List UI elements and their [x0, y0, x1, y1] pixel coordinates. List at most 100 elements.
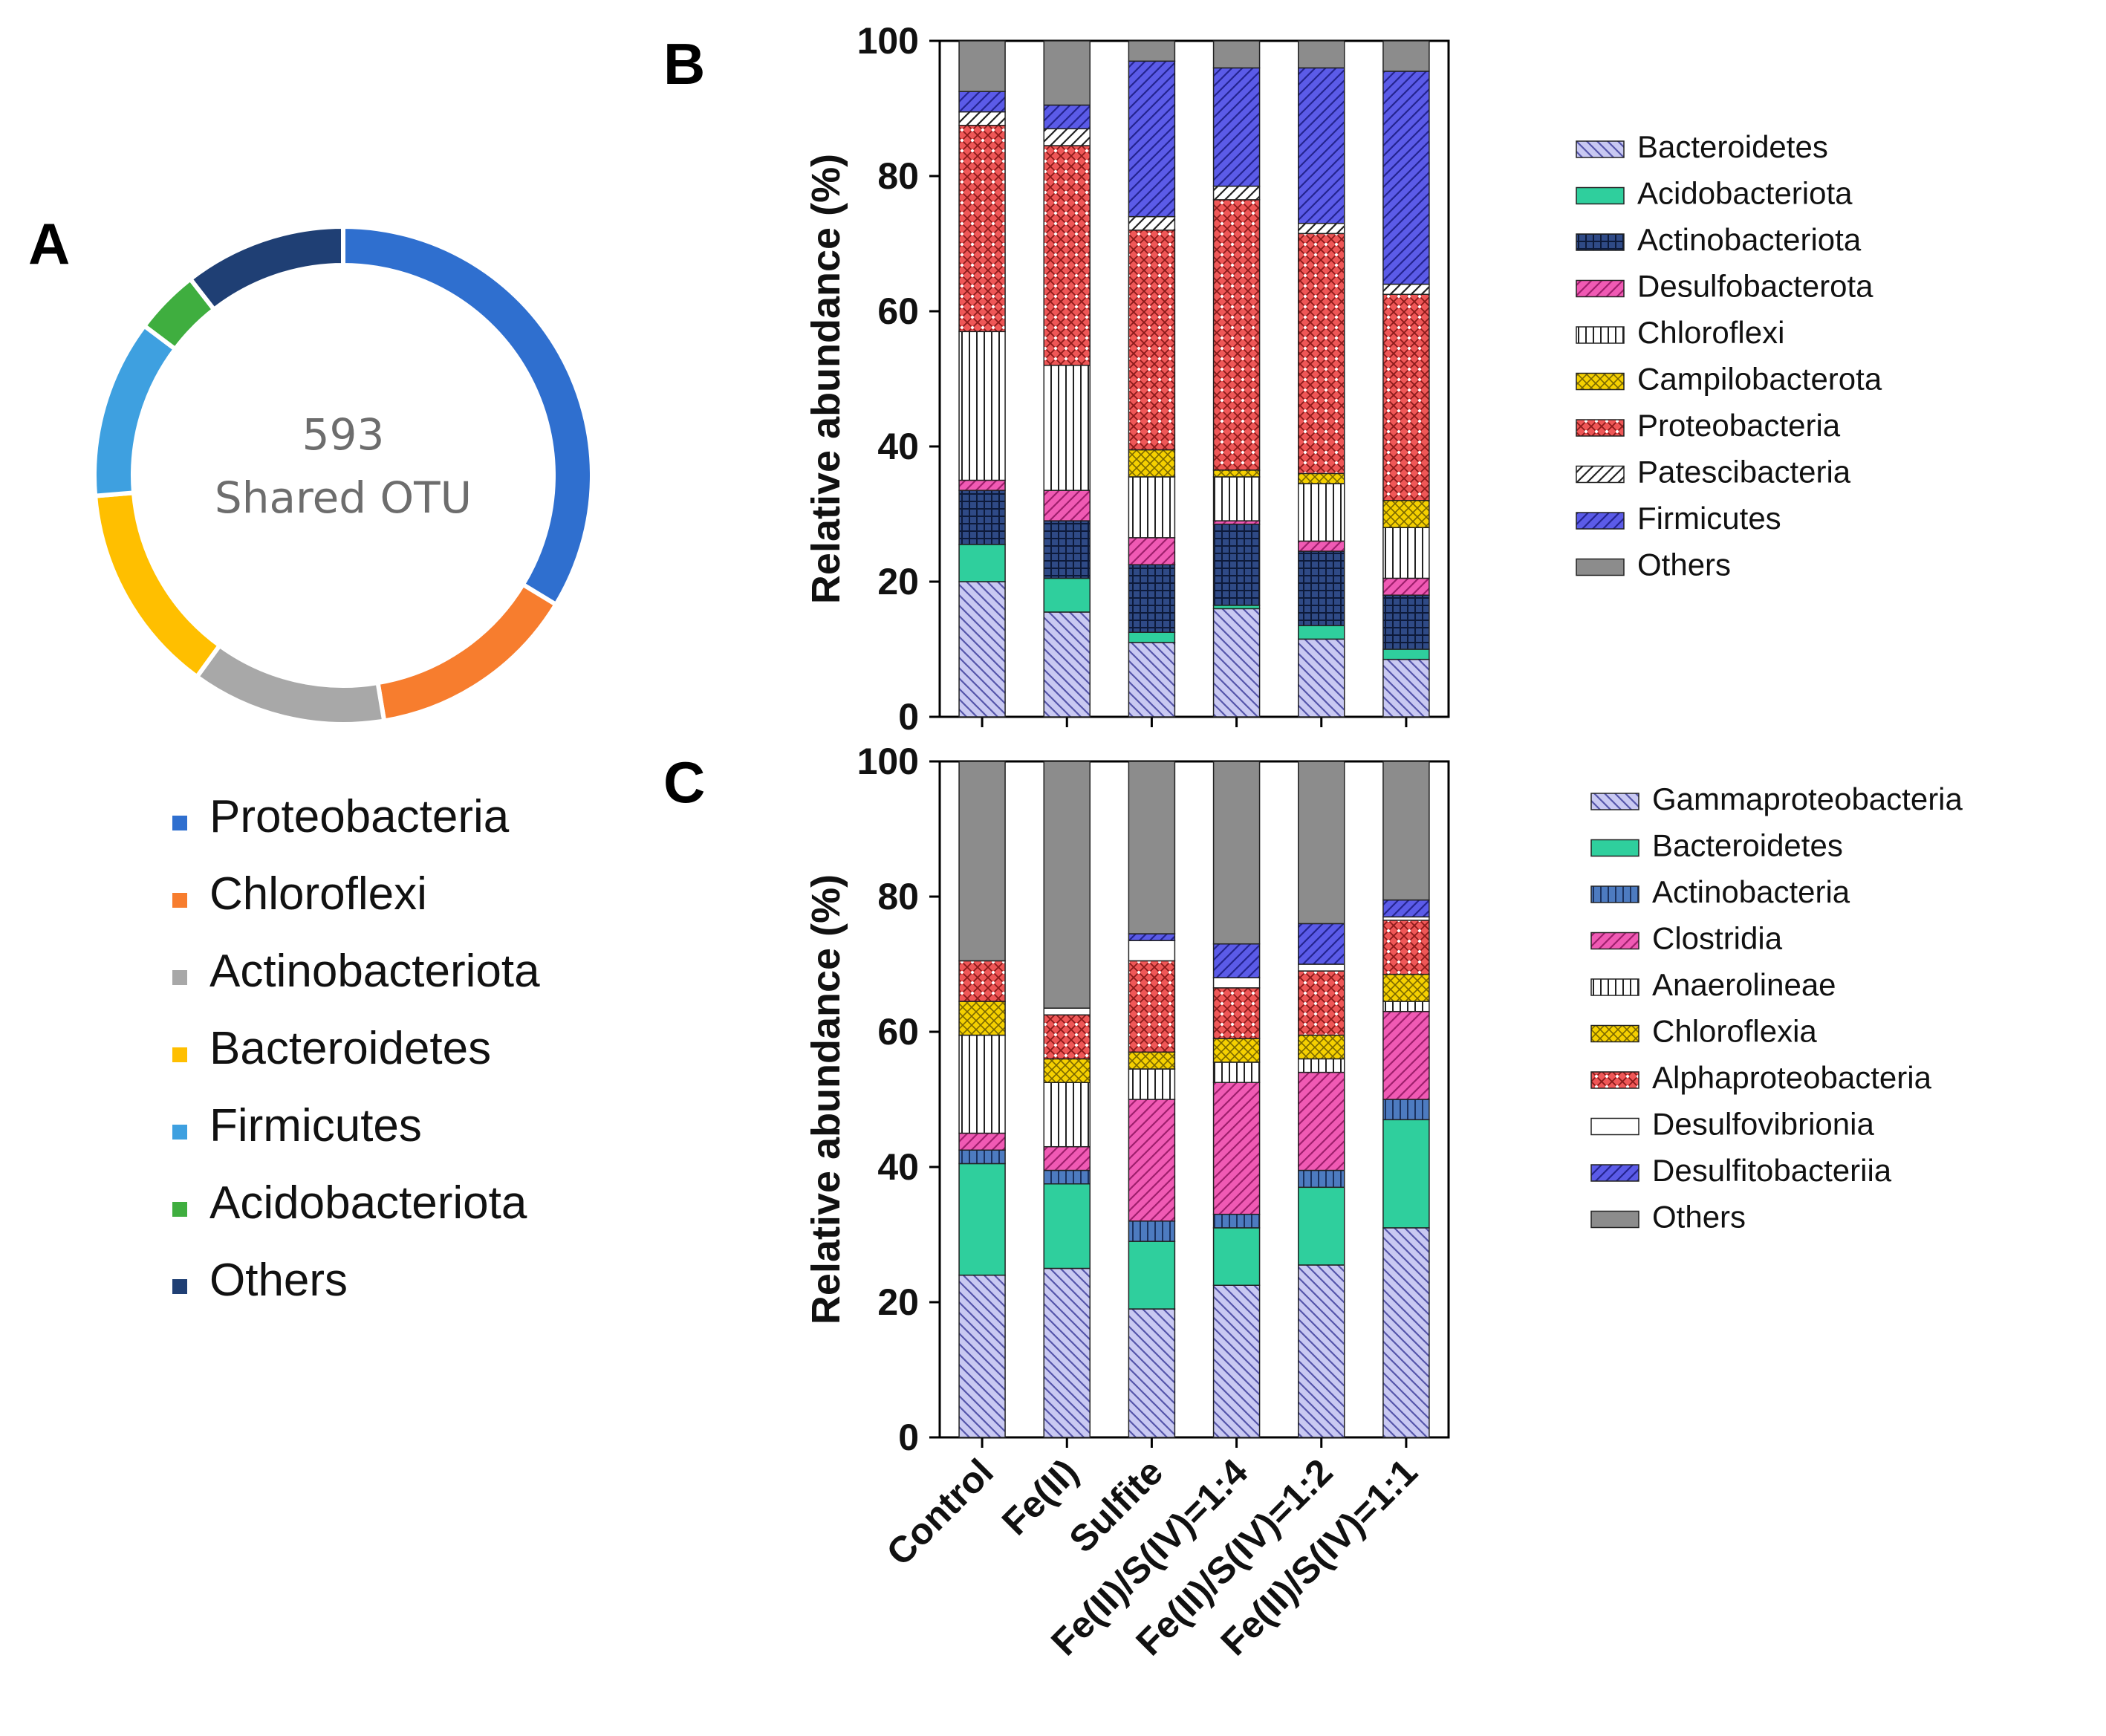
pie-legend-label-bacteroidetes: Bacteroidetes — [209, 1023, 491, 1074]
bar-c-fe-ii-actinobacteria — [1043, 1169, 1091, 1185]
legend-label-b-patescibacteria: Patescibacteria — [1637, 455, 1851, 490]
bar-b-fe-ii-s-iv-1-1-firmicutes — [1382, 71, 1430, 285]
bar-c-fe-ii-s-iv-1-1-anaerolineae — [1382, 1001, 1430, 1012]
bar-c-sulfite-actinobacteria — [1128, 1220, 1176, 1242]
legend-swatch-b-campilobacterota — [1576, 372, 1625, 391]
bar-b-fe-ii-s-iv-1-2-proteobacteria — [1298, 233, 1345, 475]
x-category-labels: ControlFe(II)SulfiteFe(II)/S(IV)=1:4Fe(I… — [879, 1451, 1426, 1663]
legend-label-c-clostridia: Clostridia — [1652, 921, 1783, 956]
legend-label-b-proteobacteria: Proteobacteria — [1637, 408, 1841, 443]
legend-label-c-gammaproteobacteria: Gammaproteobacteria — [1652, 781, 1963, 816]
bar-b-control-acidobacteriota — [958, 544, 1006, 582]
bar-b-sulfite-actinobacteriota — [1128, 564, 1176, 633]
legend-swatch-c-desulfovibrionia — [1590, 1117, 1639, 1136]
bar-b-fe-ii-s-iv-1-4-bacteroidetes — [1212, 608, 1261, 718]
bar-c-fe-ii-s-iv-1-4-actinobacteria — [1212, 1213, 1261, 1229]
bar-b-fe-ii-s-iv-1-1-others — [1382, 40, 1430, 72]
bar-c-fe-ii-s-iv-1-2-alphaproteobacteria — [1298, 970, 1345, 1036]
bar-c-fe-ii-s-iv-1-1-chloroflexia — [1382, 973, 1430, 1002]
bar-c-fe-ii-s-iv-1-1-desulfitobacteriia — [1382, 899, 1430, 918]
pie-chart — [92, 224, 594, 726]
bar-c-fe-ii-s-iv-1-2-others — [1298, 761, 1345, 925]
legend-label-c-actinobacteria: Actinobacteria — [1652, 874, 1850, 909]
legend-b: Bacteroidetes Acidobacteriota Actinobacter… — [1576, 129, 1882, 582]
panel-a-letter: A — [28, 211, 70, 276]
legend-label-b-acidobacteriota: Acidobacteriota — [1637, 176, 1853, 211]
pie-slice-others — [187, 224, 345, 313]
bar-b-sulfite-patescibacteria — [1128, 215, 1176, 231]
pie-legend-label-others: Others — [209, 1255, 348, 1306]
bar-b-fe-ii-s-iv-1-4-actinobacteriota — [1212, 523, 1261, 606]
bar-b-control-actinobacteriota — [958, 490, 1006, 545]
bar-b-control-bacteroidetes — [958, 581, 1006, 718]
legend-label-c-desulfitobacteriia: Desulfitobacteriia — [1652, 1153, 1892, 1188]
bar-c-fe-ii-s-iv-1-2-desulfovibrionia — [1298, 963, 1345, 972]
bar-c-fe-ii-s-iv-1-1-actinobacteria — [1382, 1099, 1430, 1121]
legend-label-c-chloroflexia: Chloroflexia — [1652, 1014, 1817, 1049]
bar-c-control-clostridia — [958, 1132, 1006, 1151]
y-tick-label-b-0: 0 — [898, 696, 919, 738]
pie-center-label: Shared OTU — [215, 472, 472, 523]
pie-legend-label-actinobacteriota: Actinobacteriota — [209, 946, 540, 997]
legend-label-b-chloroflexi: Chloroflexi — [1637, 315, 1784, 350]
legend-label-b-bacteroidetes: Bacteroidetes — [1637, 129, 1828, 164]
bar-c-fe-ii-s-iv-1-4-alphaproteobacteria — [1212, 987, 1261, 1039]
legend-swatch-b-firmicutes — [1576, 512, 1625, 530]
legend-swatch-c-gammaproteobacteria — [1590, 793, 1639, 810]
panel-c-letter: C — [663, 750, 705, 815]
pie-center-number: 593 — [302, 409, 385, 460]
bar-b-fe-ii-chloroflexi — [1043, 365, 1091, 491]
bar-c-control-gammaproteobacteria — [958, 1274, 1006, 1438]
bar-c-fe-ii-s-iv-1-4-desulfitobacteriia — [1212, 943, 1261, 978]
y-tick-label-b-5: 100 — [857, 20, 919, 62]
pie-legend-label-firmicutes: Firmicutes — [209, 1100, 422, 1151]
bar-c-fe-ii-s-iv-1-1-alphaproteobacteria — [1382, 920, 1430, 975]
bar-c-fe-ii-s-iv-1-4-chloroflexia — [1212, 1038, 1261, 1063]
bar-b-control-patescibacteria — [958, 111, 1006, 126]
bar-b-fe-ii-s-iv-1-2-chloroflexi — [1298, 483, 1345, 542]
bar-c-control-others — [958, 761, 1006, 962]
pie-legend-label-chloroflexi: Chloroflexi — [209, 868, 427, 920]
bar-b-fe-ii-s-iv-1-2-actinobacteriota — [1298, 550, 1345, 626]
pie-slice-chloroflexi — [375, 581, 559, 724]
bar-c-fe-ii-s-iv-1-2-chloroflexia — [1298, 1034, 1345, 1060]
y-tick-label-c-5: 100 — [857, 741, 919, 782]
legend-label-c-desulfovibrionia: Desulfovibrionia — [1652, 1107, 1874, 1142]
legend-swatch-c-clostridia — [1590, 932, 1639, 950]
x-category-label-control: Control — [879, 1451, 1001, 1573]
bar-b-fe-ii-others — [1043, 40, 1091, 106]
bar-b-fe-ii-s-iv-1-2-bacteroidetes — [1298, 638, 1345, 718]
bar-b-fe-ii-s-iv-1-4-proteobacteria — [1212, 199, 1261, 471]
bar-c-fe-ii-gammaproteobacteria — [1043, 1267, 1091, 1438]
legend-swatch-b-actinobacteriota — [1576, 233, 1625, 251]
bar-c-fe-ii-s-iv-1-1-others — [1382, 761, 1430, 901]
bar-b-sulfite-acidobacteriota — [1128, 631, 1176, 643]
legend-label-b-others: Others — [1637, 547, 1731, 582]
bar-c-fe-ii-s-iv-1-2-desulfitobacteriia — [1298, 923, 1345, 965]
bar-b-fe-ii-s-iv-1-4-campilobacterota — [1212, 469, 1261, 478]
bar-c-control-chloroflexia — [958, 1001, 1006, 1036]
bar-b-fe-ii-s-iv-1-1-proteobacteria — [1382, 293, 1430, 501]
bar-c-fe-ii-s-iv-1-2-gammaproteobacteria — [1298, 1264, 1345, 1438]
bar-c-sulfite-gammaproteobacteria — [1128, 1308, 1176, 1438]
legend-swatch-b-patescibacteria — [1576, 465, 1625, 484]
y-tick-label-c-2: 40 — [877, 1146, 919, 1188]
y-tick-label-b-1: 20 — [877, 561, 919, 602]
bar-c-fe-ii-others — [1043, 761, 1091, 1009]
bar-c-fe-ii-s-iv-1-1-gammaproteobacteria — [1382, 1227, 1430, 1438]
y-tick-label-c-0: 0 — [898, 1417, 919, 1458]
y-tick-label-c-3: 60 — [877, 1011, 919, 1053]
bar-b-control-others — [958, 40, 1006, 92]
bar-c-fe-ii-s-iv-1-1-clostridia — [1382, 1010, 1430, 1100]
bar-b-fe-ii-actinobacteriota — [1043, 520, 1091, 579]
bar-b-fe-ii-s-iv-1-2-patescibacteria — [1298, 222, 1345, 235]
bar-b-fe-ii-acidobacteriota — [1043, 577, 1091, 613]
y-tick-label-b-3: 60 — [877, 290, 919, 332]
bar-c-sulfite-clostridia — [1128, 1099, 1176, 1222]
chart-b: 0 20 40 60 80 100 Relative abundance (%) — [804, 20, 1450, 738]
bar-b-fe-ii-proteobacteria — [1043, 145, 1091, 366]
bar-b-control-firmicutes — [958, 91, 1006, 113]
bar-c-fe-ii-s-iv-1-2-actinobacteria — [1298, 1169, 1345, 1189]
y-axis-label-c: Relative abundance (%) — [804, 874, 848, 1324]
pie-legend-swatch-proteobacteria — [172, 816, 187, 830]
